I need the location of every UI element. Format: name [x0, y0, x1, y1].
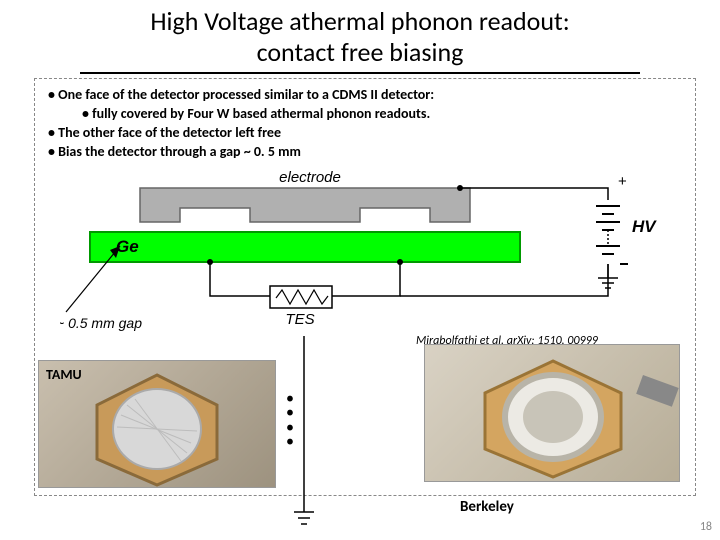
hv-plus-icon: + [618, 173, 627, 190]
gap-label: ~ 0.5 mm gap [60, 315, 142, 331]
electrode-shape [140, 188, 470, 222]
title-underline [80, 72, 640, 74]
connector-icon [636, 375, 679, 407]
bullet-1: • One face of the detector processed sim… [48, 86, 434, 105]
wire-electrode-hv [460, 188, 608, 200]
title-line2: contact free biasing [40, 37, 680, 68]
schematic-diagram: electrode Ge TES + HV [60, 168, 670, 338]
bullet-2: • The other face of the detector left fr… [48, 124, 434, 143]
ge-bar [90, 232, 520, 262]
bullet-1-sub: • fully covered by Four W based athermal… [48, 105, 434, 124]
wire-ge-tes-left [210, 262, 270, 296]
photo-berkeley [424, 344, 680, 482]
photo-berkeley-label: Berkeley [460, 498, 514, 516]
title-line1: High Voltage athermal phonon readout: [40, 6, 680, 37]
tes-box [270, 286, 332, 308]
detector-inner-icon [523, 391, 583, 443]
vertical-dots-icon: •••• [286, 392, 294, 450]
hv-label: HV [632, 217, 657, 236]
page-number: 18 [700, 520, 712, 534]
tes-label: TES [285, 311, 314, 328]
photo-tamu-label: TAMU [46, 366, 82, 383]
wire-ge-tes-right [332, 262, 400, 296]
electrode-label: electrode [279, 169, 341, 186]
bullet-list: • One face of the detector processed sim… [48, 86, 434, 162]
bullet-3: • Bias the detector through a gap ~ 0. 5… [48, 143, 434, 162]
wire-tes-hvminus [400, 264, 608, 296]
ground-wire-extension [294, 336, 314, 536]
